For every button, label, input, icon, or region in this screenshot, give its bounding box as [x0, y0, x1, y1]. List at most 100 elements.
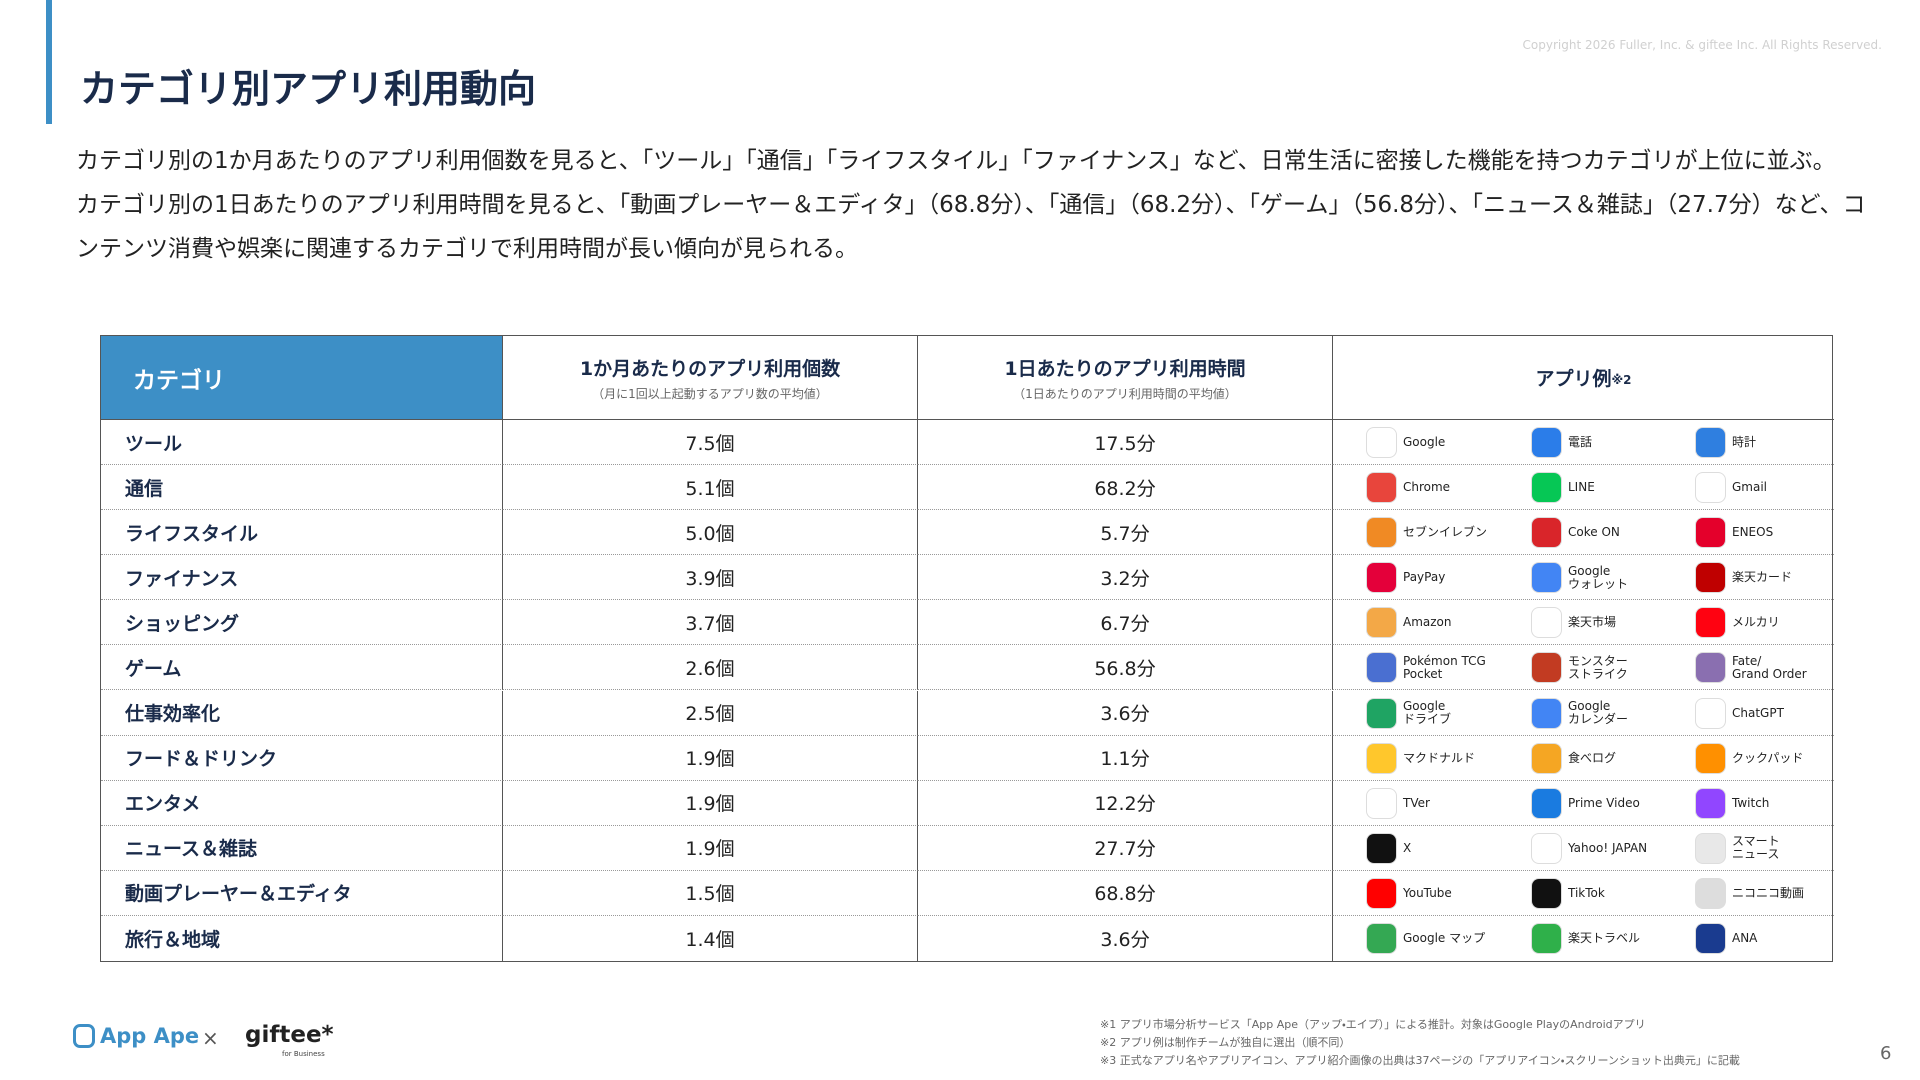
cell-apps: X Yahoo! JAPAN スマート ニュース	[1333, 826, 1834, 871]
app-name: Coke ON	[1568, 525, 1620, 540]
cell-apps: Google ドライブ Google カレンダー ChatGPT	[1333, 691, 1834, 736]
app-name: Pokémon TCG Pocket	[1403, 653, 1486, 681]
logo-right-sub: for Business	[282, 1050, 325, 1058]
cell-time: 56.8分	[918, 645, 1333, 691]
cell-category: ゲーム	[101, 645, 503, 691]
app-name: ANA	[1732, 930, 1758, 945]
app-name: PayPay	[1403, 570, 1446, 585]
cell-apps: Chrome LINE Gmail	[1333, 465, 1834, 511]
app-name: 電話	[1568, 435, 1593, 450]
app-name: YouTube	[1403, 885, 1452, 900]
app-icon	[1696, 833, 1725, 863]
app-name: 楽天カード	[1732, 570, 1793, 585]
app-icon	[1696, 743, 1725, 773]
header-note: ※2	[1611, 372, 1632, 387]
app-name: 時計	[1732, 435, 1757, 450]
cell-count: 1.5個	[503, 870, 918, 916]
app-name: Google マップ	[1403, 930, 1486, 945]
app-name: Google	[1403, 435, 1446, 450]
app-icon	[1367, 833, 1396, 863]
page-number: 6	[1880, 1043, 1892, 1064]
header-cell: 1日あたりのアプリ利用時間 （1日あたりのアプリ利用時間の平均値）	[918, 336, 1333, 420]
app-icon	[1532, 743, 1561, 773]
app-name: TikTok	[1568, 885, 1605, 900]
cell-category: ライフスタイル	[101, 510, 503, 556]
app-icon	[1367, 518, 1396, 548]
app-name: 食べログ	[1568, 750, 1617, 765]
cell-apps: Amazon 楽天市場 メルカリ	[1333, 600, 1834, 646]
app-icon	[1367, 923, 1396, 953]
app-name: クックパッド	[1732, 750, 1804, 765]
app-icon	[1696, 473, 1725, 503]
app-name: Amazon	[1403, 615, 1452, 630]
app-icon	[1367, 653, 1396, 683]
cell-category: フード＆ドリンク	[101, 735, 503, 781]
cell-time: 12.2分	[918, 780, 1333, 826]
cell-category: 動画プレーヤー＆エディタ	[101, 870, 503, 916]
app-icon	[1696, 788, 1725, 818]
app-icon	[1532, 878, 1561, 908]
cell-count: 2.6個	[503, 645, 918, 691]
header-note: （1日あたりのアプリ利用時間の平均値）	[1013, 386, 1237, 401]
cell-time: 3.6分	[918, 690, 1333, 736]
cell-count: 5.1個	[503, 465, 918, 511]
app-name: TVer	[1403, 795, 1430, 810]
app-icon	[1532, 833, 1561, 863]
app-name: メルカリ	[1732, 615, 1780, 630]
cell-time: 5.7分	[918, 510, 1333, 556]
logo-cross: ×	[202, 1026, 219, 1050]
header-text: 1か月あたりのアプリ利用個数	[579, 357, 841, 380]
cell-count: 7.5個	[503, 420, 918, 466]
app-name: 楽天市場	[1568, 615, 1617, 630]
cell-category: ツール	[101, 420, 503, 466]
cell-time: 68.8分	[918, 870, 1333, 916]
app-name: モンスター ストライク	[1568, 653, 1628, 681]
app-icon	[1532, 653, 1561, 683]
cell-category: 仕事効率化	[101, 690, 503, 736]
app-icon	[1532, 518, 1561, 548]
app-name: Google カレンダー	[1568, 699, 1629, 727]
cell-count: 3.9個	[503, 555, 918, 601]
app-name: X	[1403, 840, 1412, 855]
cell-category: ファイナンス	[101, 555, 503, 601]
cell-time: 6.7分	[918, 600, 1333, 646]
logo-icon	[73, 1024, 95, 1048]
app-icon	[1696, 653, 1725, 683]
header-cell: 1か月あたりのアプリ利用個数 （月に1回以上起動するアプリ数の平均値）	[503, 336, 918, 420]
cell-count: 5.0個	[503, 510, 918, 556]
app-icon	[1532, 788, 1561, 818]
app-icon	[1367, 743, 1396, 773]
app-name: Fate/ Grand Order	[1732, 653, 1807, 681]
cell-category: 旅行＆地域	[101, 915, 503, 961]
app-name: Twitch	[1732, 795, 1770, 810]
app-icon	[1367, 698, 1396, 728]
header-cell: アプリ例 ※2	[1333, 336, 1834, 420]
app-icon	[1532, 608, 1561, 638]
app-icon	[1532, 428, 1561, 458]
app-icon	[1696, 878, 1725, 908]
app-name: Google ドライブ	[1403, 699, 1452, 727]
app-icon	[1696, 563, 1725, 593]
cell-time: 27.7分	[918, 825, 1333, 871]
app-icon	[1696, 923, 1725, 953]
app-name: マクドナルド	[1403, 750, 1476, 765]
cell-count: 1.9個	[503, 825, 918, 871]
cell-time: 1.1分	[918, 735, 1333, 781]
cell-count: 1.9個	[503, 735, 918, 781]
cell-count: 1.4個	[503, 915, 918, 961]
app-name: Chrome	[1403, 480, 1451, 495]
logo-right: giftee*	[245, 1022, 334, 1048]
app-name: セブンイレブン	[1403, 525, 1488, 540]
app-icon	[1696, 608, 1725, 638]
header-note: （月に1回以上起動するアプリ数の平均値）	[592, 386, 828, 401]
table: カテゴリ 1か月あたりのアプリ利用個数 （月に1回以上起動するアプリ数の平均値） 1日…	[100, 335, 1834, 962]
app-name: スマート ニュース	[1732, 834, 1780, 862]
app-name: Google ウォレット	[1568, 563, 1629, 591]
app-icon	[1367, 878, 1396, 908]
cell-time: 3.6分	[918, 915, 1333, 961]
cell-count: 1.9個	[503, 780, 918, 826]
app-name: Prime Video	[1568, 795, 1640, 810]
paragraph: カテゴリ別の1か月あたりのアプリ利用個数を見ると、「ツール」「通信」「ライフスタ…	[76, 148, 1836, 174]
title: カテゴリ別アプリ利用動向	[80, 67, 537, 111]
